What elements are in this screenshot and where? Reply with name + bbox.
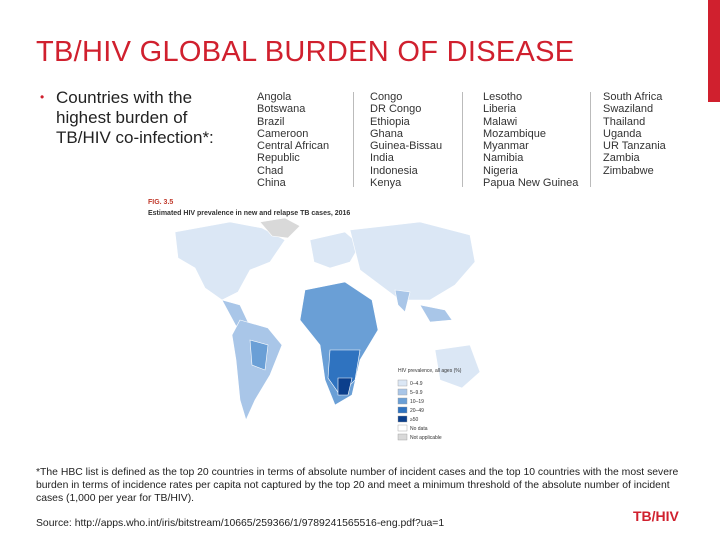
legend-swatch <box>397 379 408 387</box>
figure-caption: Estimated HIV prevalence in new and rela… <box>148 210 351 217</box>
bullet-text: Countries with the highest burden of TB/… <box>56 88 214 147</box>
asia <box>349 221 476 301</box>
country: Mozambique <box>483 127 546 140</box>
country: Zambia <box>603 152 640 165</box>
country: Botswana <box>257 103 306 116</box>
country: China <box>257 177 286 190</box>
country: Thailand <box>603 115 646 128</box>
country: Angola <box>257 91 292 103</box>
legend-label: 20–49 <box>410 408 424 414</box>
south-america <box>231 319 283 421</box>
legend-label: 0–4.9 <box>410 381 423 387</box>
legend-swatch <box>397 388 408 396</box>
country: Namibia <box>483 152 524 165</box>
country: Malawi <box>483 115 518 128</box>
south-africa <box>337 377 353 396</box>
country: Lesotho <box>483 91 523 103</box>
country: South Africa <box>603 91 663 103</box>
south-asia <box>394 289 411 313</box>
country: Papua New Guinea <box>483 177 579 190</box>
country: Ghana <box>370 127 404 140</box>
country: DR Congo <box>370 103 422 116</box>
legend-swatch <box>397 397 408 405</box>
southeast-asia <box>419 304 453 323</box>
greenland <box>259 217 301 239</box>
legend-swatch <box>397 424 408 432</box>
brazil <box>249 339 269 371</box>
footer-label: TB/HIV <box>633 508 679 524</box>
slide-title: TB/HIV GLOBAL BURDEN OF DISEASE <box>36 36 575 68</box>
bullet-dot: • <box>40 90 45 104</box>
country: Congo <box>370 91 403 103</box>
legend-label: No data <box>410 426 428 432</box>
country: UR Tanzania <box>603 140 666 153</box>
column-separator <box>462 92 463 187</box>
country: Myanmar <box>483 140 529 153</box>
country: Ethiopia <box>370 115 410 128</box>
country: Chad <box>257 164 284 177</box>
source: Source: http://apps.who.int/iris/bitstre… <box>36 518 445 529</box>
country: Uganda <box>603 127 642 140</box>
country: Liberia <box>483 103 517 116</box>
figure-label: FIG. 3.5 <box>148 199 174 206</box>
country: Guinea-Bissau <box>370 140 443 153</box>
country: India <box>370 152 394 165</box>
country-column: South Africa Swaziland Thailand Uganda UR Ta… <box>603 91 683 177</box>
legend-label: 10–19 <box>410 399 424 405</box>
legend-label: Not applicable <box>410 435 442 441</box>
country: Kenya <box>370 177 402 190</box>
country: Swaziland <box>603 103 654 116</box>
africa <box>299 281 379 406</box>
column-separator <box>353 92 354 187</box>
europe <box>309 231 361 269</box>
country-column: Angola Botswana Brazil Cameroon Central Afri… <box>257 91 337 189</box>
accent-bar <box>708 0 720 102</box>
country: Indonesia <box>370 164 418 177</box>
legend-label: ≥50 <box>410 417 419 423</box>
australia <box>434 344 481 389</box>
legend-label: 5–9.9 <box>410 390 423 396</box>
north-america <box>174 221 286 301</box>
country-column: Congo DR Congo Ethiopia Ghana Guinea-Bissau I… <box>370 91 460 189</box>
country: Central African Republic <box>257 140 330 165</box>
column-separator <box>590 92 591 187</box>
country: Zimbabwe <box>603 164 654 177</box>
legend-swatch <box>397 415 408 423</box>
country-column: Lesotho Liberia Malawi Mozambique Myanmar Nam… <box>483 91 593 189</box>
country: Cameroon <box>257 127 309 140</box>
legend-title: HIV prevalence, all ages (%) <box>398 368 462 374</box>
country: Brazil <box>257 115 285 128</box>
legend-swatch <box>397 433 408 441</box>
country: Nigeria <box>483 164 518 177</box>
legend: HIV prevalence, all ages (%) 0–4.9 5–9.9 10… <box>397 368 462 441</box>
legend-swatch <box>397 406 408 414</box>
footnote: *The HBC list is defined as the top 20 c… <box>36 467 679 504</box>
